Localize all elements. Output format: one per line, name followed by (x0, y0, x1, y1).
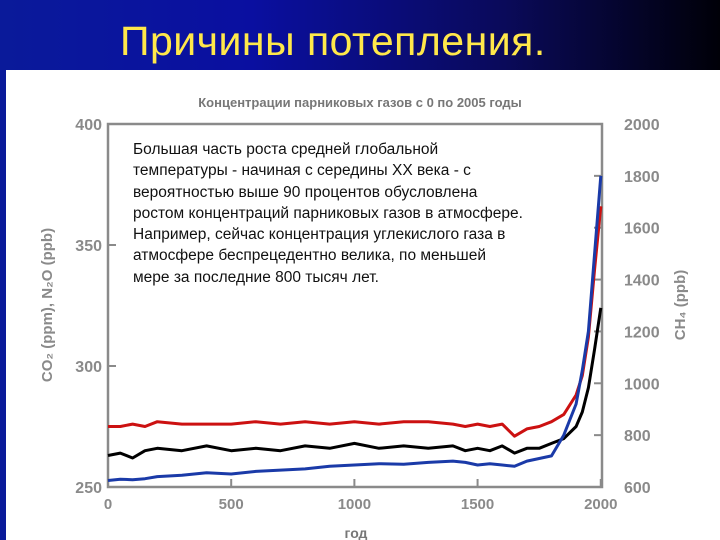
n2o-series-line (108, 206, 603, 438)
x-axis-label: год (345, 525, 368, 540)
co2-series-line (107, 307, 603, 460)
y-right-tick-label: 1800 (624, 169, 660, 186)
y-right-tick-label: 800 (624, 428, 651, 445)
y-right-axis-label: CH₄ (ppb) (672, 270, 689, 340)
chart-title: Концентрации парниковых газов с 0 по 200… (198, 95, 521, 110)
y-right-tick-label: 600 (624, 480, 651, 497)
slide-title: Причины потепления. (120, 18, 546, 64)
y-left-tick-label: 400 (75, 117, 102, 134)
y-right-tick-label: 1000 (624, 376, 660, 393)
x-tick-label: 0 (104, 496, 112, 513)
x-tick-label: 2000 (584, 496, 617, 513)
y-left-tick-label: 300 (75, 359, 102, 376)
x-tick-label: 1500 (461, 496, 494, 513)
y-right-tick-label: 1400 (624, 273, 660, 290)
title-bar: Причины потепления. (0, 0, 720, 70)
ch4-series-line (107, 175, 603, 482)
y-right-tick-label: 1600 (624, 221, 660, 238)
x-tick-label: 500 (219, 496, 244, 513)
slide-description: Большая часть роста средней глобальной т… (133, 139, 523, 289)
x-tick-label: 1000 (338, 496, 371, 513)
y-left-tick-label: 250 (75, 480, 102, 497)
y-left-axis-label: CO₂ (ppm), N₂O (ppb) (39, 228, 56, 382)
slide-left-rule (0, 70, 6, 540)
y-left-tick-label: 350 (75, 238, 102, 255)
greenhouse-gas-chart: Концентрации парниковых газов с 0 по 200… (39, 95, 689, 540)
y-right-tick-label: 2000 (624, 117, 660, 134)
y-right-tick-label: 1200 (624, 324, 660, 341)
